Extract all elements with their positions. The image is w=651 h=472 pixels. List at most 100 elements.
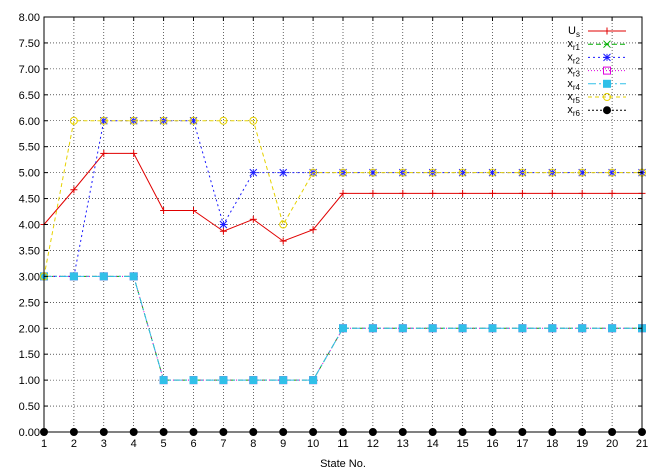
y-tick-label: 7.50 — [19, 38, 40, 50]
data-point-Us — [219, 227, 227, 235]
x-tick-label: 20 — [606, 438, 618, 450]
grid-layer — [44, 17, 642, 432]
legend-swatch-marker — [603, 66, 611, 75]
data-point-Us — [70, 186, 78, 194]
data-point-xr4 — [159, 376, 168, 385]
legend-item-xr4: xr4 — [567, 78, 626, 92]
series-Us — [40, 149, 646, 245]
data-point-xr5 — [159, 116, 168, 125]
data-point-xr5 — [548, 168, 557, 177]
data-point-xr4 — [488, 324, 497, 333]
x-tick-label: 13 — [397, 438, 409, 450]
data-point-xr4 — [99, 272, 108, 281]
data-point-xr4 — [189, 376, 198, 385]
y-tick-label: 3.50 — [19, 245, 40, 257]
data-point-xr5 — [249, 116, 258, 125]
data-point-Us — [548, 189, 556, 197]
y-tick-label: 2.50 — [19, 297, 40, 309]
legend-swatch-marker — [603, 93, 611, 101]
legend-item-xr3: xr3 — [567, 65, 626, 79]
x-tick-label: 21 — [636, 438, 648, 450]
plot-frame — [43, 16, 643, 433]
data-point-Us — [339, 189, 347, 197]
x-tick-label: 11 — [337, 438, 348, 450]
data-point-xr5 — [129, 116, 138, 125]
data-point-Us — [489, 189, 496, 197]
data-point-xr5 — [458, 168, 467, 177]
data-point-xr5 — [578, 168, 587, 177]
data-point-xr4 — [608, 324, 617, 333]
data-point-xr4 — [518, 324, 527, 333]
legend-item-Us: Us — [568, 25, 626, 39]
y-tick-label: 1.50 — [19, 349, 40, 361]
y-tick-label: 5.50 — [19, 142, 40, 154]
y-tick-label: 5.00 — [19, 168, 40, 180]
data-point-xr2 — [249, 168, 258, 177]
y-tick-label: 6.00 — [19, 116, 40, 128]
data-point-xr5 — [189, 116, 198, 125]
data-point-xr5 — [99, 116, 108, 125]
legend-label: xr4 — [567, 78, 580, 92]
data-point-xr4 — [578, 324, 587, 333]
x-tick-label: 7 — [220, 438, 226, 450]
data-point-Us — [459, 189, 467, 197]
data-point-xr5 — [368, 168, 377, 177]
legend-label: xr6 — [567, 104, 580, 118]
legend-swatch-marker — [603, 106, 611, 115]
y-tick-label: 3.00 — [19, 271, 40, 283]
x-tick-label: 5 — [161, 438, 167, 450]
x-tick-label: 15 — [456, 438, 468, 450]
y-tick-label: 0.50 — [19, 401, 40, 413]
legend-item-xr5: xr5 — [567, 91, 626, 105]
series-line-xr3 — [44, 275, 642, 381]
legend-swatch-marker — [603, 79, 611, 88]
data-point-xr4 — [249, 376, 258, 385]
y-tick-label: 8.00 — [19, 12, 40, 24]
data-point-xr4 — [548, 324, 557, 333]
data-point-xr4 — [428, 324, 437, 333]
legend-label: xr1 — [567, 38, 580, 52]
data-point-xr4 — [129, 272, 138, 281]
legend-swatch-marker — [603, 40, 611, 49]
legend-label: Us — [568, 25, 580, 39]
x-tick-label: 17 — [516, 438, 528, 450]
legend-swatch-marker — [603, 27, 611, 35]
data-point-Us — [130, 149, 138, 157]
y-tick-label: 4.00 — [19, 220, 40, 232]
data-point-xr5 — [309, 168, 318, 177]
data-point-xr5 — [398, 168, 407, 177]
x-tick-label: 3 — [101, 438, 107, 450]
data-point-xr4 — [368, 324, 377, 333]
x-tick-label: 6 — [190, 438, 196, 450]
x-tick-label: 19 — [576, 438, 588, 450]
data-point-Us — [190, 206, 197, 214]
x-axis-title: State No. — [320, 458, 366, 470]
series-line-xr2 — [44, 120, 642, 277]
data-point-Us — [429, 189, 437, 197]
legend-item-xr2: xr2 — [567, 51, 626, 65]
data-point-xr4 — [219, 376, 228, 385]
data-point-Us — [160, 206, 168, 214]
tick-label-layer: 0.00 0.50 1.00 1.50 2.00 2.50 3.00 3.50 4.00 4.50… — [19, 12, 649, 450]
x-tick-label: 8 — [250, 438, 256, 450]
data-point-xr5 — [428, 168, 437, 177]
data-point-xr4 — [279, 376, 288, 385]
y-tick-label: 7.00 — [19, 64, 40, 76]
y-tick-label: 2.00 — [19, 323, 40, 335]
data-point-Us — [399, 189, 407, 197]
legend-swatch-marker — [603, 53, 611, 62]
y-tick-label: 0.00 — [19, 427, 40, 439]
data-point-xr4 — [398, 324, 407, 333]
series-line-xr5 — [43, 120, 642, 277]
data-point-Us — [309, 226, 317, 234]
x-tick-label: 12 — [367, 438, 379, 450]
data-point-Us — [608, 189, 616, 197]
x-tick-label: 2 — [71, 438, 77, 450]
x-tick-label: 16 — [486, 438, 498, 450]
legend-label: xr3 — [567, 65, 580, 79]
x-tick-label: 14 — [427, 438, 439, 450]
data-point-xr5 — [518, 168, 527, 177]
